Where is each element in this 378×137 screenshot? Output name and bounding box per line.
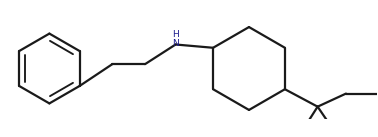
Text: N: N — [172, 38, 179, 48]
Text: H: H — [172, 29, 179, 38]
